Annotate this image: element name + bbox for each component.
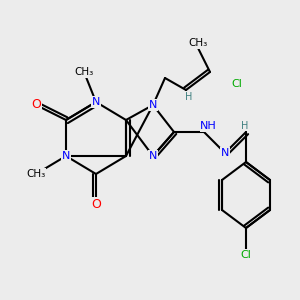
Text: O: O [91,197,101,211]
Text: CH₃: CH₃ [74,67,94,77]
Text: CH₃: CH₃ [188,38,208,49]
Text: N: N [149,100,157,110]
Text: N: N [62,151,70,161]
Text: H: H [241,121,248,131]
Text: Cl: Cl [241,250,251,260]
Text: N: N [92,97,100,107]
Text: N: N [149,151,157,161]
Text: CH₃: CH₃ [26,169,46,179]
Text: NH: NH [200,121,217,131]
Text: Cl: Cl [232,79,242,89]
Text: N: N [221,148,229,158]
Text: H: H [185,92,193,103]
Text: O: O [31,98,41,112]
